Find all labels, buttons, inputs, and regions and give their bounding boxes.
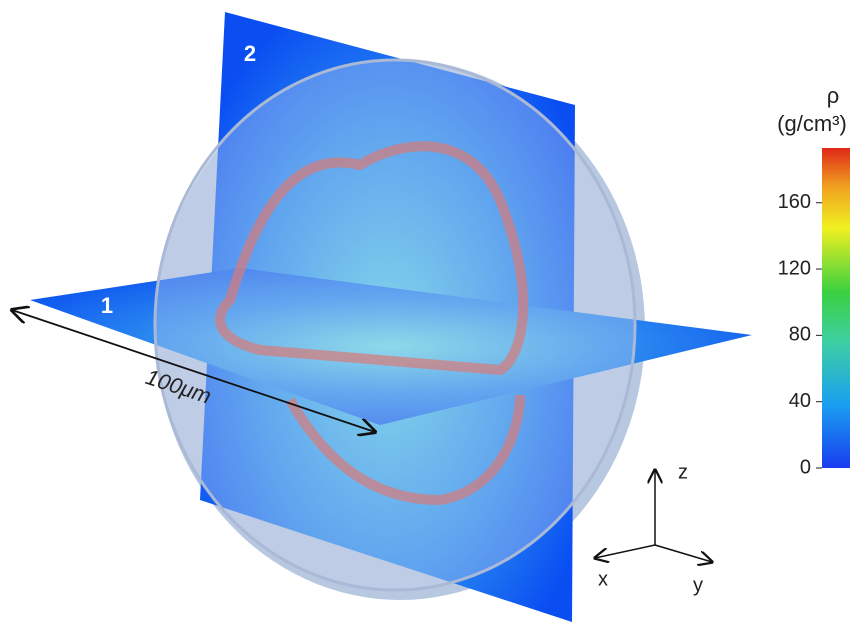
axis-label: x bbox=[598, 568, 608, 590]
cell-wall-section bbox=[285, 394, 525, 506]
colorbar: ρ (g/cm³) 0 40 80 120 160 bbox=[777, 83, 850, 478]
x-arrow bbox=[595, 544, 656, 558]
plane-label: 2 bbox=[244, 41, 256, 66]
tick-label: 160 bbox=[778, 191, 811, 213]
colorbar-scale bbox=[822, 148, 850, 468]
colorbar-title: ρ bbox=[827, 83, 840, 108]
axis-label: z bbox=[678, 461, 688, 483]
axis-triad: z x y bbox=[595, 461, 712, 596]
tick-label: 80 bbox=[789, 324, 811, 346]
cell-surface bbox=[153, 58, 637, 592]
tick-label: 0 bbox=[800, 456, 811, 478]
scale-bar bbox=[12, 310, 375, 432]
tick-label: 40 bbox=[789, 390, 811, 412]
tick-label: 120 bbox=[778, 257, 811, 279]
axis-label: y bbox=[693, 574, 703, 596]
colorbar-unit: (g/cm³) bbox=[777, 111, 847, 136]
plane-label: 1 bbox=[101, 293, 113, 318]
rendering: 2 1 100μm bbox=[12, 12, 752, 622]
y-arrow bbox=[654, 544, 712, 562]
